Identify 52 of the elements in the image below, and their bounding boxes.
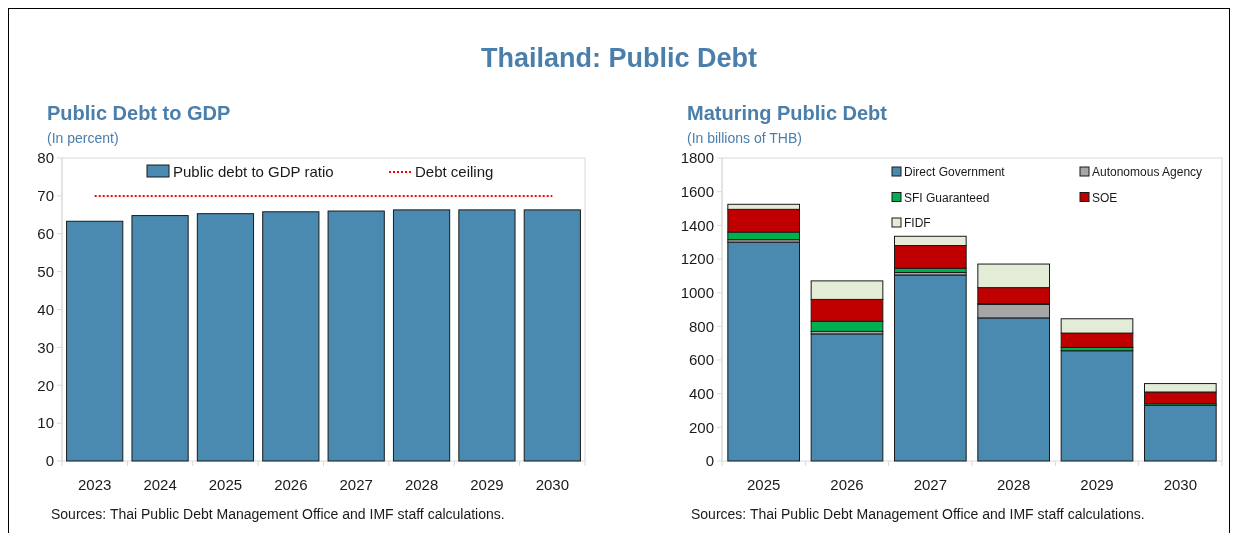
x-tick-label: 2027 [339,476,373,494]
x-tick-label: 2029 [470,476,504,494]
x-tick-label: 2027 [913,476,948,494]
y-tick-label: 40 [37,300,54,318]
y-tick-label: 200 [688,418,714,436]
y-tick-label: 30 [37,338,54,356]
y-tick-label: 1200 [680,250,714,268]
y-tick-label: 800 [688,317,714,335]
y-tick-label: 1400 [680,216,714,234]
legend-label: FIDF [904,216,931,231]
source-note: Sources: Thai Public Debt Management Office and IMF staff calculations. [51,506,505,522]
legend-label: Public debt to GDP ratio [173,163,334,181]
y-tick-label: 0 [45,452,54,470]
y-tick-label: 1000 [680,283,714,301]
x-tick-label: 2026 [274,476,308,494]
y-tick-label: 70 [37,187,54,205]
y-tick-label: 60 [37,225,54,242]
legend-label: SFI Guaranteed [904,190,990,205]
x-tick-label: 2030 [1163,476,1198,494]
y-tick-label: 400 [688,384,714,402]
chart-subtitle: (In percent) [47,130,119,146]
bar [727,241,800,462]
x-tick-label: 2028 [404,476,439,494]
legend-label: Debt ceiling [415,163,494,181]
x-tick-label: 2029 [1080,476,1114,494]
y-tick-label: 50 [37,262,54,280]
x-tick-label: 2024 [143,476,177,494]
y-tick-label: 0 [705,452,714,470]
legend-label: Autonomous Agency [1092,165,1203,180]
y-tick-label: 20 [37,376,54,394]
bar [810,333,884,462]
x-tick-label: 2023 [78,476,112,494]
source-note: Sources: Thai Public Debt Management Office and IMF staff calculations. [691,506,1145,522]
bar [1144,404,1217,462]
y-tick-label: 1600 [680,182,714,200]
chart-title: Maturing Public Debt [687,102,888,124]
x-tick-label: 2028 [996,476,1031,494]
y-tick-label: 80 [37,149,54,167]
legend-label: SOE [1092,190,1118,205]
y-tick-label: 1800 [680,149,714,167]
legend-label: Direct Government [904,165,1006,180]
y-tick-label: 10 [37,414,54,432]
chart-subtitle: (In billions of THB) [687,130,802,146]
x-tick-label: 2025 [746,476,781,494]
x-tick-label: 2026 [830,476,864,494]
y-tick-label: 600 [688,351,714,369]
bar [894,274,967,462]
text: Thailand: Public Debt [480,43,758,73]
bar [1060,350,1134,462]
x-tick-label: 2030 [535,476,569,494]
chart-title: Public Debt to GDP [47,102,231,124]
x-tick-label: 2025 [208,476,243,494]
